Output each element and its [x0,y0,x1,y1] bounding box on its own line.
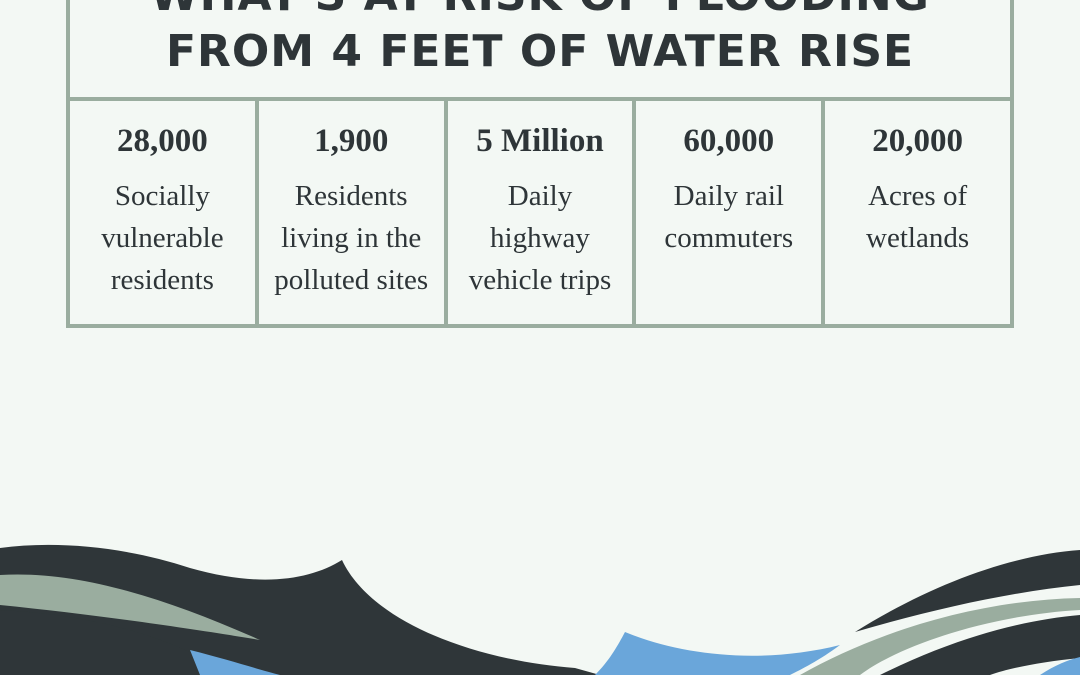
stat-cell: 5 Million Daily highway vehicle trips [443,97,637,328]
waves [0,544,1080,675]
stats-row: 28,000 Socially vulnerable residents 1,90… [66,97,1014,328]
title-line: FROM 4 FEET OF WATER RISE [165,26,915,77]
wave-green-2 [800,598,1080,675]
wave-blue-2 [595,632,840,675]
wave-green [0,574,260,640]
title-box: WHAT'S AT RISK OF FLOODING FROM 4 FEET O… [66,0,1014,98]
stat-number: 5 Million [476,123,604,159]
stat-label: Socially vulnerable residents [101,180,224,296]
stat-number: 20,000 [872,123,963,159]
stat-cell: 28,000 Socially vulnerable residents [66,97,259,328]
stat-number: 60,000 [683,123,775,159]
wave-blue [190,650,280,675]
title-line: WHAT'S AT RISK OF FLOODING [70,0,1010,24]
wave-blue-3 [1040,657,1080,675]
stat-cell: 60,000 Daily rail commuters [632,97,826,328]
wave-dark-3 [855,550,1080,632]
stat-number: 1,900 [314,123,389,159]
wave-dark-4 [880,615,1080,675]
stat-number: 28,000 [117,123,208,159]
stat-cell: 1,900 Residents living in the polluted si… [254,97,448,328]
stat-label: Acres of wetlands [866,180,970,254]
stat-cell: 20,000 Acres of wetlands [821,97,1014,328]
stat-label: Residents living in the polluted sites [274,180,429,296]
stat-label: Daily highway vehicle trips [468,180,612,296]
wave-dark-2 [0,610,230,675]
stat-label: Daily rail commuters [664,180,794,254]
